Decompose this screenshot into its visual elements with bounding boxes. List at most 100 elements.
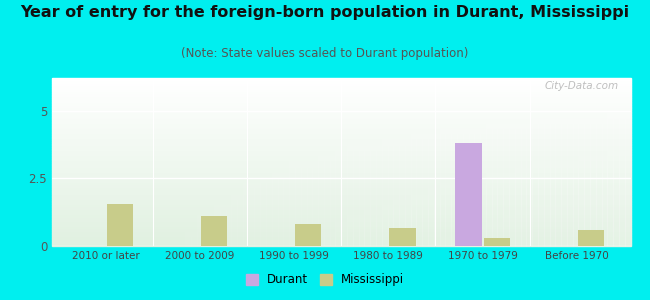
Bar [573,78,578,246]
Bar [52,123,630,125]
Bar [208,78,214,246]
Bar [52,100,630,101]
Bar [52,143,630,145]
Bar [307,78,312,246]
Bar [389,228,416,246]
Bar [486,78,491,246]
Bar [52,196,630,197]
Bar [272,78,278,246]
Bar [434,78,439,246]
Bar [295,78,301,246]
Bar [359,78,365,246]
Bar [249,78,255,246]
Bar [52,227,630,229]
Bar [214,78,220,246]
Bar [428,78,434,246]
Bar [156,78,162,246]
Bar [201,216,227,246]
Bar [52,165,630,167]
Bar [98,78,104,246]
Text: (Note: State values scaled to Durant population): (Note: State values scaled to Durant pop… [181,46,469,59]
Bar [469,78,474,246]
Bar [52,211,630,212]
Bar [116,78,122,246]
Bar [457,78,463,246]
Bar [52,164,630,165]
Bar [104,78,110,246]
Bar [243,78,249,246]
Bar [52,177,630,179]
Bar [52,224,630,226]
Bar [52,98,630,100]
Bar [52,155,630,157]
Bar [174,78,179,246]
Bar [260,78,266,246]
Bar [52,187,630,189]
Bar [179,78,185,246]
Bar [52,185,630,187]
Bar [52,122,630,123]
Bar [226,78,231,246]
Bar [497,78,503,246]
Bar [185,78,191,246]
Bar [52,219,630,221]
Bar [52,147,630,148]
Bar [127,78,133,246]
Bar [52,229,630,231]
Bar [52,157,630,159]
Bar [52,127,630,128]
Bar [422,78,428,246]
Bar [52,209,630,211]
Bar [52,93,630,95]
Bar [58,78,64,246]
Bar [52,140,630,142]
Bar [107,204,133,246]
Bar [52,78,58,246]
Bar [52,152,630,154]
Bar [484,238,510,246]
Bar [52,120,630,122]
Bar [347,78,353,246]
Bar [526,78,532,246]
Bar [538,78,543,246]
Bar [52,239,630,241]
Bar [52,174,630,176]
Bar [52,78,630,80]
Bar [52,241,630,243]
Bar [52,118,630,120]
Bar [144,78,150,246]
Bar [52,85,630,86]
Bar [52,231,630,232]
Bar [52,192,630,194]
Bar [52,142,630,143]
Bar [231,78,237,246]
Bar [133,78,139,246]
Bar [619,78,625,246]
Bar [590,78,596,246]
Bar [312,78,318,246]
Bar [52,207,630,209]
Bar [555,78,561,246]
Bar [52,184,630,185]
Bar [596,78,601,246]
Bar [455,143,482,246]
Bar [52,216,630,218]
Bar [405,78,411,246]
Bar [52,128,630,130]
Bar [162,78,168,246]
Bar [365,78,370,246]
Bar [52,169,630,170]
Bar [52,110,630,112]
Bar [561,78,567,246]
Bar [283,78,289,246]
Bar [613,78,619,246]
Bar [92,78,98,246]
Bar [237,78,243,246]
Bar [52,212,630,214]
Bar [532,78,538,246]
Bar [52,139,630,140]
Bar [52,117,630,118]
Bar [52,145,630,147]
Bar [150,78,156,246]
Bar [52,125,630,127]
